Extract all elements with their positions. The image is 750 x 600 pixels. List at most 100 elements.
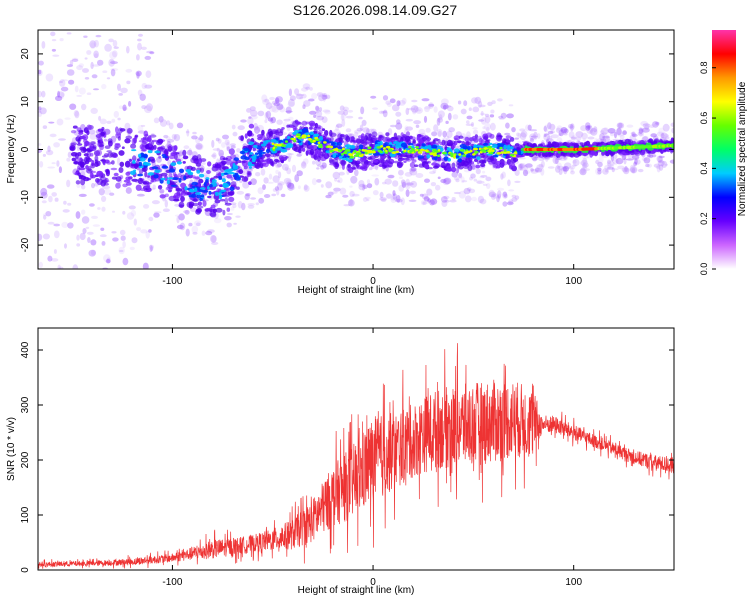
spectrogram-y-axis-label: Frequency (Hz) bbox=[6, 115, 17, 184]
spectrogram-speckle bbox=[126, 212, 135, 220]
spectrogram-ridge-peak bbox=[410, 147, 414, 151]
spectrogram-ridge-peak bbox=[312, 139, 316, 143]
spectrogram-speckle bbox=[621, 167, 630, 173]
spectrogram-speckle bbox=[196, 222, 201, 227]
spectrogram-speckle bbox=[60, 92, 65, 100]
snr-y-tick-label: 200 bbox=[20, 451, 31, 468]
spectrogram-core bbox=[280, 128, 284, 133]
spectrogram-speckle bbox=[299, 96, 304, 100]
spectrogram-speckle bbox=[610, 131, 615, 137]
spectrogram-speckle bbox=[311, 178, 317, 186]
spectrogram-speckle bbox=[61, 221, 69, 228]
spectrogram-speckle bbox=[508, 104, 514, 107]
spectrogram-speckle bbox=[41, 41, 46, 49]
spectrogram-speckle bbox=[91, 74, 98, 79]
spectrogram-speckle bbox=[241, 202, 246, 211]
spectrogram-core bbox=[616, 149, 622, 154]
spectrogram-speckle bbox=[354, 169, 359, 177]
spectrogram-speckle bbox=[267, 181, 275, 184]
spectrogram-speckle bbox=[309, 87, 313, 91]
spectrogram-speckle bbox=[195, 137, 201, 144]
snr-x-tick-label: 100 bbox=[565, 577, 582, 588]
spectrogram-speckle bbox=[558, 169, 563, 176]
spectrogram-ridge bbox=[170, 184, 177, 187]
spectrogram-speckle bbox=[511, 197, 518, 202]
spectrogram-core bbox=[446, 165, 452, 170]
spectrogram-speckle bbox=[477, 100, 483, 108]
spectrogram-core bbox=[505, 139, 511, 143]
spectrogram-speckle bbox=[212, 148, 221, 151]
spectrogram-core bbox=[286, 124, 290, 128]
spectrogram-core bbox=[148, 141, 152, 148]
spectrogram-ridge bbox=[137, 173, 144, 177]
spectrogram-speckle bbox=[505, 122, 510, 129]
spectrogram-speckle bbox=[656, 131, 664, 137]
spectrogram-core bbox=[439, 142, 444, 146]
spectrogram-speckle bbox=[428, 103, 435, 107]
spectrogram-core bbox=[86, 130, 90, 136]
spectrogram-speckle bbox=[312, 160, 316, 165]
spectrogram-core bbox=[373, 159, 379, 163]
spectrogram-ridge bbox=[447, 158, 451, 162]
spectrogram-speckle bbox=[550, 134, 559, 139]
spectrogram-speckle bbox=[159, 119, 168, 127]
spectrogram-core bbox=[157, 185, 163, 190]
spectrogram-speckle bbox=[250, 178, 257, 186]
spectrogram-ridge bbox=[247, 161, 253, 167]
spectrogram-speckle bbox=[471, 196, 477, 202]
spectrogram-speckle bbox=[67, 202, 72, 206]
spectrogram-speckle bbox=[38, 69, 42, 75]
spectrogram-speckle bbox=[140, 124, 146, 127]
spectrogram-ridge bbox=[421, 143, 426, 147]
spectrogram-speckle bbox=[339, 187, 347, 195]
spectrogram-ridge-peak bbox=[496, 152, 502, 155]
spectrogram-speckle bbox=[125, 68, 133, 73]
spectrogram-speckle bbox=[59, 38, 64, 42]
spectrogram-ridge-peak bbox=[272, 146, 276, 150]
spectrogram-core bbox=[92, 145, 97, 149]
spectrogram-speckle bbox=[617, 165, 625, 170]
spectrogram-speckle bbox=[421, 98, 430, 102]
spectrogram-speckle bbox=[64, 117, 71, 120]
spectrogram-core bbox=[158, 155, 162, 159]
spectrogram-speckle bbox=[441, 200, 448, 207]
spectrogram-speckle bbox=[446, 130, 453, 139]
spectrogram-ridge-peak bbox=[347, 149, 351, 152]
spectrogram-speckle bbox=[530, 168, 534, 172]
spectrogram-speckle bbox=[482, 126, 486, 130]
spectrogram-ridge bbox=[250, 156, 257, 159]
spectrogram-speckle bbox=[443, 177, 452, 185]
spectrogram-core bbox=[94, 155, 99, 162]
spectrogram-speckle bbox=[487, 101, 493, 106]
spectrogram-speckle bbox=[119, 249, 124, 253]
spectrogram-speckle bbox=[497, 193, 502, 200]
spectrogram-core bbox=[400, 132, 404, 138]
spectrogram-speckle bbox=[88, 129, 96, 135]
spectrogram-speckle bbox=[164, 199, 168, 208]
spectrogram-speckle bbox=[480, 111, 484, 116]
spectrogram-speckle bbox=[641, 157, 648, 161]
spectrogram-speckle bbox=[39, 107, 47, 115]
spectrogram-speckle bbox=[76, 234, 80, 241]
spectrogram-speckle bbox=[84, 57, 88, 60]
spectrogram-speckle bbox=[389, 124, 397, 128]
spectrogram-ridge bbox=[473, 144, 478, 149]
snr-y-tick-label: 300 bbox=[20, 396, 31, 413]
spectrogram-speckle bbox=[337, 180, 340, 183]
spectrogram-speckle bbox=[199, 134, 204, 142]
spectrogram-speckle bbox=[148, 216, 154, 222]
spectrogram-ridge bbox=[325, 150, 331, 154]
spectrogram-speckle bbox=[595, 159, 600, 165]
spectrogram-speckle bbox=[616, 127, 622, 136]
spectrogram-ridge bbox=[153, 174, 159, 179]
spectrogram-speckle bbox=[349, 190, 355, 198]
spectrogram-ridge bbox=[396, 152, 401, 156]
spectrogram-speckle bbox=[546, 135, 553, 144]
spectrogram-core bbox=[118, 150, 125, 156]
spectrogram-speckle bbox=[111, 231, 117, 234]
spectrogram-core bbox=[170, 182, 176, 186]
spectrogram-speckle bbox=[269, 117, 274, 124]
spectrogram-speckle bbox=[484, 113, 490, 118]
spectrogram-core bbox=[218, 184, 224, 188]
spectrogram-speckle bbox=[106, 120, 112, 124]
